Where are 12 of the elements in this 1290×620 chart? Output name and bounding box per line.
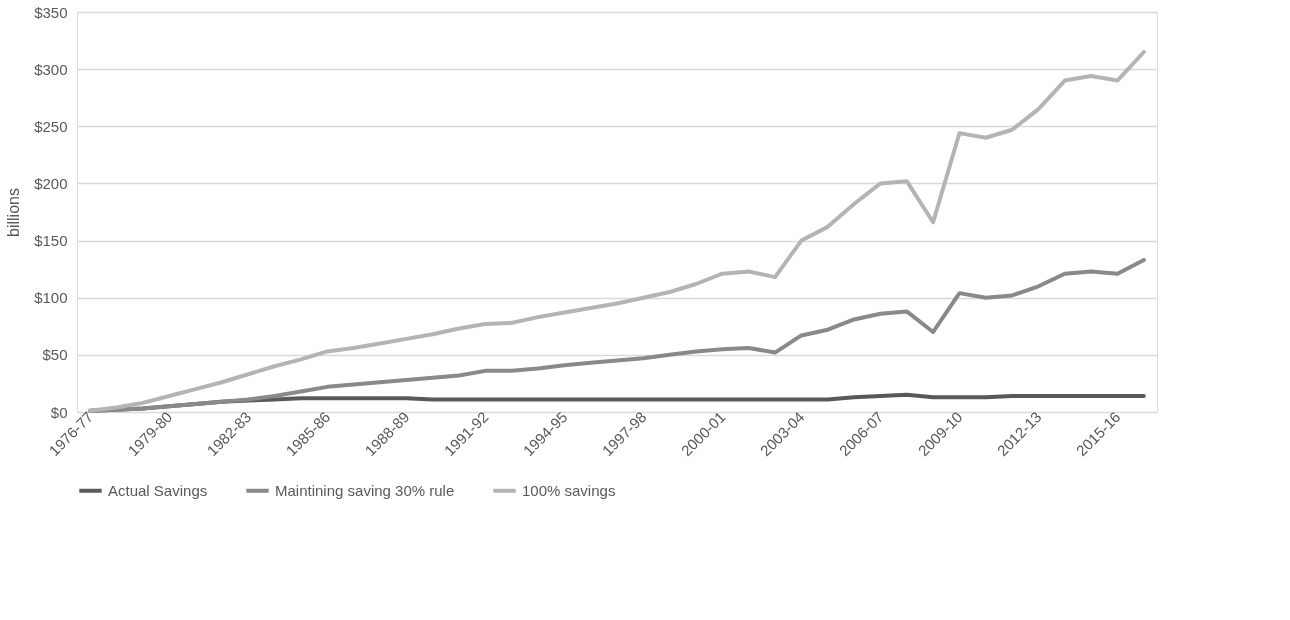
y-axis-title: billions — [5, 188, 23, 237]
y-tick-label: $200 — [34, 174, 68, 192]
y-tick-label: $150 — [34, 232, 68, 250]
y-tick-label: $100 — [34, 289, 68, 307]
y-tick-label: $250 — [34, 117, 68, 135]
y-tick-label: $300 — [34, 60, 68, 78]
legend-label: 100% savings — [522, 481, 616, 499]
y-tick-label: $50 — [42, 346, 68, 364]
legend-label: Actual Savings — [108, 481, 208, 499]
legend-label: Maintining saving 30% rule — [275, 481, 455, 499]
y-tick-label: $350 — [34, 3, 68, 21]
line-series — [88, 50, 1146, 413]
